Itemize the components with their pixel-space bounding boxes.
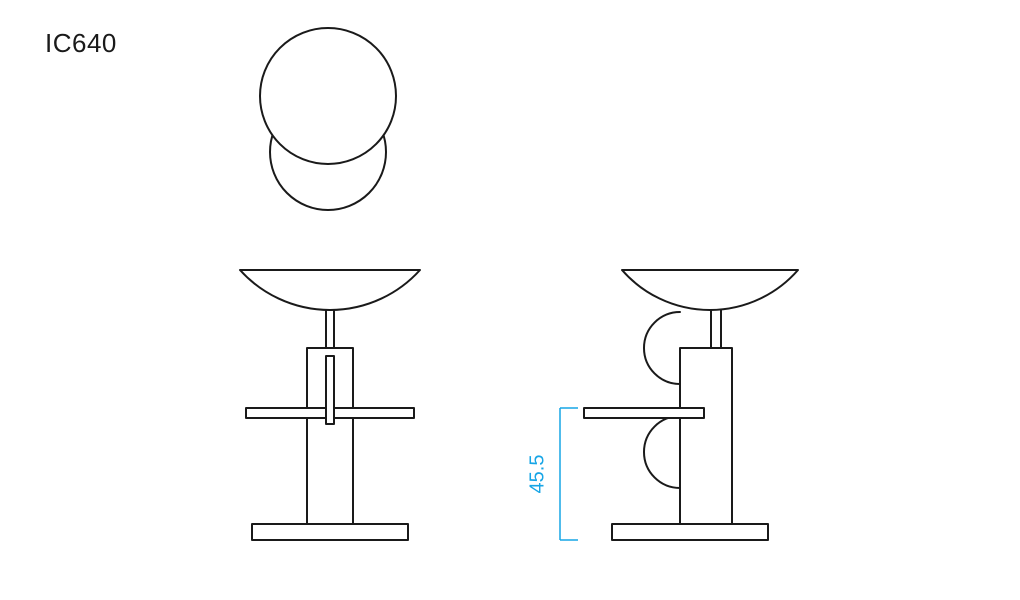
- front-view: [170, 200, 490, 540]
- dimension-value: 45.5: [526, 455, 548, 494]
- dimension-annotation: 45.5: [470, 368, 590, 580]
- product-code: IC640: [45, 28, 117, 59]
- drawing-canvas: IC640 45.5: [0, 0, 1020, 600]
